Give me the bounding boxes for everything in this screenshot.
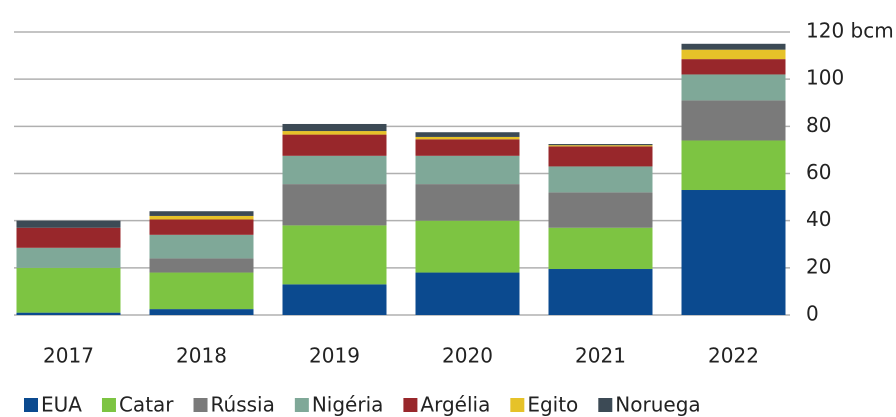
bar-segment [16,247,121,268]
bar-segment [415,139,520,156]
legend-swatch [510,398,525,412]
legend-label: Argélia [420,393,490,417]
legend-swatch [193,398,208,412]
bar-segment [548,145,653,147]
y-tick-label: 20 [806,254,831,278]
legend-swatch [294,398,309,412]
bar-segment [548,146,653,167]
bar-segment [282,123,387,132]
legend-label: Nigéria [312,393,384,417]
y-tick-label: 40 [806,207,831,231]
x-tick-label: 2020 [442,344,493,368]
bar-segment [282,134,387,156]
bar-segment [681,49,786,60]
legend-label: Catar [119,393,174,417]
x-tick-label: 2019 [309,344,360,368]
bar-segment [149,219,254,235]
bar-segment [681,74,786,101]
bar-segment [16,267,121,313]
bar-segment [149,234,254,259]
bar-segment [681,100,786,141]
bar-segment [16,220,121,228]
bar-segment [415,132,520,137]
legend-label: Noruega [615,393,700,417]
bar-segment [415,184,520,221]
bar-segment [16,227,121,248]
y-tick-label: 80 [806,113,831,137]
bar-segment [415,272,520,315]
bar-segment [149,258,254,273]
x-tick-label: 2017 [43,344,94,368]
bar-segment [282,131,387,135]
legend-label: Rússia [211,393,275,417]
bar-segment [282,225,387,285]
x-tick-label: 2022 [708,344,759,368]
legend-swatch [24,398,38,412]
bar-segment [415,220,520,273]
bar-segment [16,312,121,315]
x-tick-label: 2021 [575,344,626,368]
bar-segment [548,144,653,146]
bar-segment [548,192,653,228]
bar-segment [149,215,254,220]
bar-segment [282,155,387,185]
bar-segment [548,166,653,193]
y-tick-label: 0 [806,302,819,326]
y-tick-label: 60 [806,160,831,184]
legend-swatch [101,398,116,412]
x-tick-label: 2018 [176,344,227,368]
bar-segment [548,227,653,270]
bar-segment [149,211,254,216]
bar-segment [282,184,387,226]
bar-segment [548,269,653,315]
bar-segment [681,43,786,50]
legend-swatch [403,398,418,412]
bar-segment [681,59,786,75]
y-tick-label: 100 [806,66,844,90]
legend-label: EUA [41,393,82,417]
bar-segment [415,136,520,140]
bar-segment [415,155,520,185]
legend-swatch [598,398,613,412]
bar-segment [149,309,254,315]
y-tick-label: 120 bcm [806,19,894,43]
legend-label: Egito [527,393,578,417]
bar-segment [681,140,786,191]
bar-segment [681,190,786,315]
bar-segment [149,272,254,310]
bar-segment [282,284,387,315]
